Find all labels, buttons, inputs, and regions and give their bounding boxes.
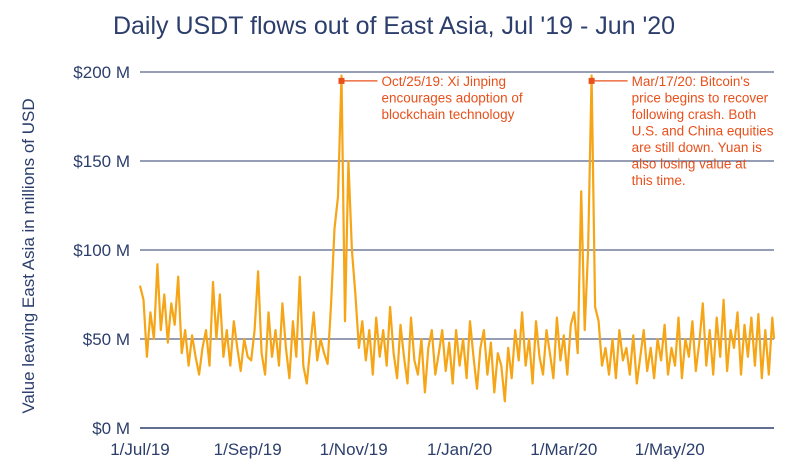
x-axis-ticks: 1/Jul/19 1/Sep/19 1/Nov/19 1/Jan/20 1/Mar/20… [110, 440, 705, 459]
annotations-group: Oct/25/19: Xi Jinping encourages adoption… [338, 74, 774, 188]
annotation-text-line: Mar/17/20: Bitcoin's [632, 74, 750, 89]
series-group [138, 74, 776, 403]
annotation-text-line: Oct/25/19: Xi Jinping [381, 74, 506, 89]
annotation-marker [588, 77, 595, 84]
y-tick-label: $0 M [92, 419, 130, 438]
y-tick-label: $100 M [73, 241, 130, 260]
y-axis-ticks: $0 M $50 M $100 M $150 M $200 M [73, 63, 130, 438]
y-tick-label: $200 M [73, 63, 130, 82]
annotation-text-line: this time. [632, 173, 686, 188]
x-tick-label: 1/Jan/20 [427, 440, 492, 459]
annotation-marker [338, 77, 345, 84]
series-line [138, 74, 776, 403]
x-tick-label: 1/Sep/19 [214, 440, 282, 459]
annotation-text-line: price begins to recover [632, 91, 769, 106]
x-tick-label: 1/Mar/20 [530, 440, 597, 459]
annotation-text-line: are still down. Yuan is [632, 140, 763, 155]
y-tick-label: $150 M [73, 152, 130, 171]
y-axis-label: Value leaving East Asia in millions of U… [19, 98, 38, 413]
chart-title: Daily USDT flows out of East Asia, Jul '… [113, 12, 675, 40]
x-tick-label: 1/Jul/19 [110, 440, 170, 459]
annotation-text-line: encourages adoption of [381, 91, 522, 106]
annotation-text-line: also losing value at [632, 157, 747, 172]
annotation-text-line: blockchain technology [381, 107, 514, 122]
annotation-text-line: U.S. and China equities [632, 124, 774, 139]
annotation-text-line: following crash. Both [632, 107, 757, 122]
grid-lines [140, 71, 774, 429]
x-tick-label: 1/May/20 [635, 440, 705, 459]
y-tick-label: $50 M [83, 330, 130, 349]
x-tick-label: 1/Nov/19 [320, 440, 388, 459]
